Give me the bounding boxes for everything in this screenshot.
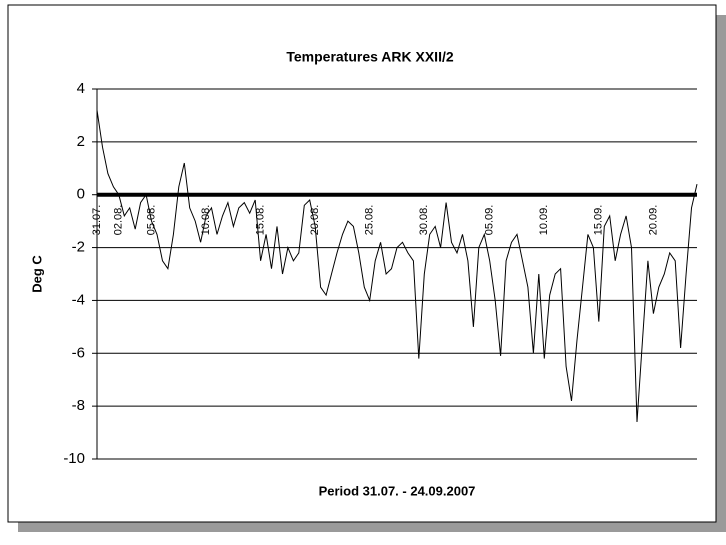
y-tick-label: -6 [72,344,85,361]
x-tick-label: 20.09. [647,205,659,236]
x-tick-label: 30.08. [418,205,430,236]
plot-area [97,89,697,459]
y-tick-label: 0 [77,186,85,203]
chart-title: Temperatures ARK XXII/2 [286,49,453,65]
y-tick-label: -4 [72,291,85,308]
x-tick-label: 02.08. [113,205,125,236]
x-tick-label: 10.09. [538,205,550,236]
x-tick-label: 15.09. [593,205,605,236]
y-axis-label: Deg C [29,255,44,293]
data-line [96,110,698,423]
y-tick-label: 4 [77,80,85,97]
x-axis-label: Period 31.07. - 24.09.2007 [319,483,476,498]
y-tick-label: -10 [63,450,85,467]
y-tick-label: 2 [77,133,85,150]
x-tick-label: 25.08. [364,205,376,236]
y-tick-label: -8 [72,397,85,414]
y-tick-label: -2 [72,239,85,256]
x-tick-label: 05.09. [484,205,496,236]
x-tick-label: 31.07. [91,205,103,236]
